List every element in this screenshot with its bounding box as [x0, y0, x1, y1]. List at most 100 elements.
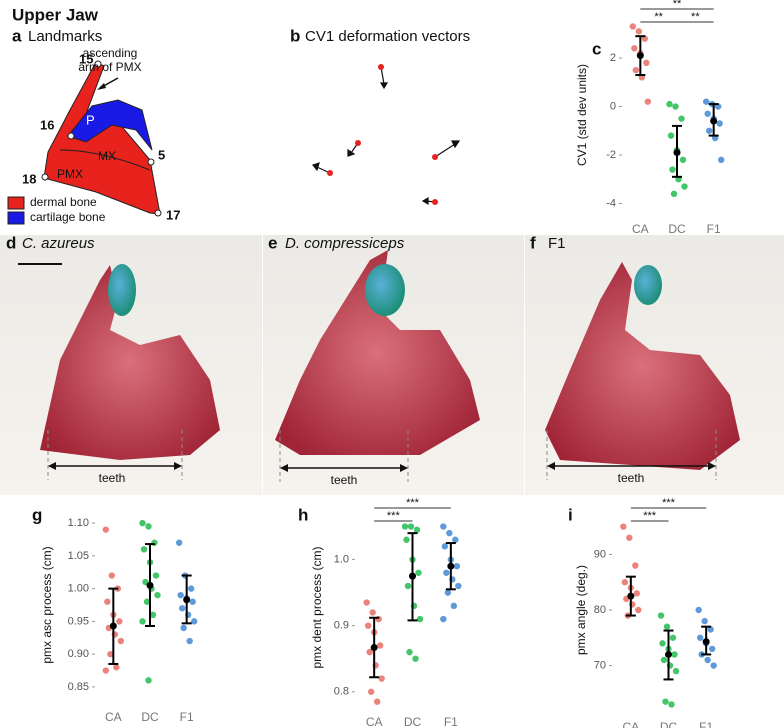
data-point — [455, 582, 462, 590]
measure-label: teeth — [331, 473, 358, 487]
x-tick-label: CA — [632, 222, 649, 236]
y-axis-label: pmx asc process (cm) — [40, 546, 54, 663]
panel-title: C. azureus — [22, 235, 95, 252]
data-point — [440, 523, 447, 530]
measure-label: teeth — [618, 471, 645, 485]
measure-label: teeth — [99, 471, 126, 485]
data-point — [180, 624, 187, 632]
y-tick-label: 1.10 — [68, 517, 89, 529]
x-tick-label: F1 — [699, 720, 713, 728]
data-point — [404, 582, 412, 590]
region-label: PMX — [57, 167, 83, 181]
panel-label: g — [32, 505, 42, 524]
data-point — [707, 626, 714, 633]
mean-point — [447, 562, 455, 570]
x-tick-label: F1 — [707, 222, 721, 236]
deformation-vectors — [311, 64, 461, 206]
x-tick-label: DC — [660, 720, 678, 728]
significance-label: ** — [654, 11, 663, 23]
landmark-label: ascending — [83, 46, 138, 60]
landmark-label: arm of PMX — [78, 60, 141, 74]
data-point — [190, 618, 198, 625]
y-tick-label: 80 — [594, 604, 606, 616]
data-point — [108, 572, 116, 579]
data-point — [413, 526, 421, 534]
data-point — [401, 523, 409, 530]
panel-label: b — [290, 26, 300, 45]
mean-point — [702, 638, 710, 646]
data-point — [363, 599, 370, 606]
data-point — [662, 698, 669, 705]
data-point — [701, 617, 708, 625]
data-point — [406, 648, 413, 656]
panel-label: i — [568, 505, 573, 524]
significance-label: *** — [406, 497, 420, 509]
panel-title: Landmarks — [28, 28, 102, 45]
data-point — [704, 110, 711, 117]
y-tick-label: 1.0 — [334, 553, 349, 565]
data-point — [373, 698, 381, 705]
data-point — [143, 598, 151, 605]
data-point — [635, 606, 642, 614]
y-tick-label: 0.8 — [334, 686, 349, 698]
panel-label: h — [298, 505, 308, 524]
data-point — [632, 562, 639, 569]
y-tick-label: 1.00 — [68, 583, 89, 595]
data-point — [149, 611, 157, 619]
landmark-number: 17 — [166, 207, 180, 222]
panel-label: d — [6, 233, 16, 252]
data-point — [716, 120, 723, 127]
data-point — [376, 642, 384, 649]
data-point — [145, 523, 152, 530]
significance-label: ** — [673, 0, 682, 10]
data-point — [145, 677, 152, 684]
y-tick-label: 0.85 — [68, 681, 89, 693]
y-tick-label: 1.05 — [68, 550, 89, 562]
data-point — [643, 59, 650, 67]
data-point — [367, 688, 375, 695]
data-point — [107, 650, 114, 658]
data-point — [635, 28, 643, 35]
data-point — [154, 591, 161, 599]
panel-label: c — [592, 39, 601, 58]
data-point — [407, 523, 415, 530]
data-point — [657, 612, 665, 619]
data-point — [671, 651, 678, 658]
panel-label: e — [268, 233, 277, 252]
data-point — [175, 539, 183, 546]
data-point — [378, 675, 385, 682]
y-tick-label: -2 — [606, 149, 616, 161]
data-point — [178, 605, 186, 612]
mean-point — [665, 650, 672, 658]
data-point — [704, 656, 711, 664]
data-point — [670, 190, 678, 198]
x-tick-label: F1 — [180, 710, 194, 724]
data-point — [416, 615, 424, 623]
data-point — [102, 667, 110, 674]
y-tick-label: 0.90 — [68, 648, 89, 660]
data-point — [672, 103, 679, 110]
data-point — [364, 622, 372, 629]
data-point — [678, 115, 685, 122]
panel-label: a — [12, 26, 22, 45]
x-tick-label: F1 — [444, 715, 458, 728]
significance-label: *** — [387, 510, 401, 522]
mean-point — [370, 643, 378, 651]
data-point — [669, 634, 677, 641]
mean-point — [710, 117, 718, 125]
x-tick-label: CA — [105, 710, 122, 724]
data-point — [441, 543, 449, 550]
mean-point — [109, 622, 117, 630]
panel-title: D. compressiceps — [285, 235, 405, 252]
data-point — [177, 591, 184, 599]
mean-point — [636, 52, 644, 60]
data-point — [117, 637, 125, 645]
x-tick-label: CA — [622, 720, 639, 728]
panel-title: CV1 deformation vectors — [305, 28, 470, 45]
data-point — [672, 667, 680, 675]
data-point — [139, 519, 146, 527]
region-label: MX — [98, 149, 116, 163]
data-point — [139, 618, 146, 625]
data-point — [443, 569, 450, 576]
